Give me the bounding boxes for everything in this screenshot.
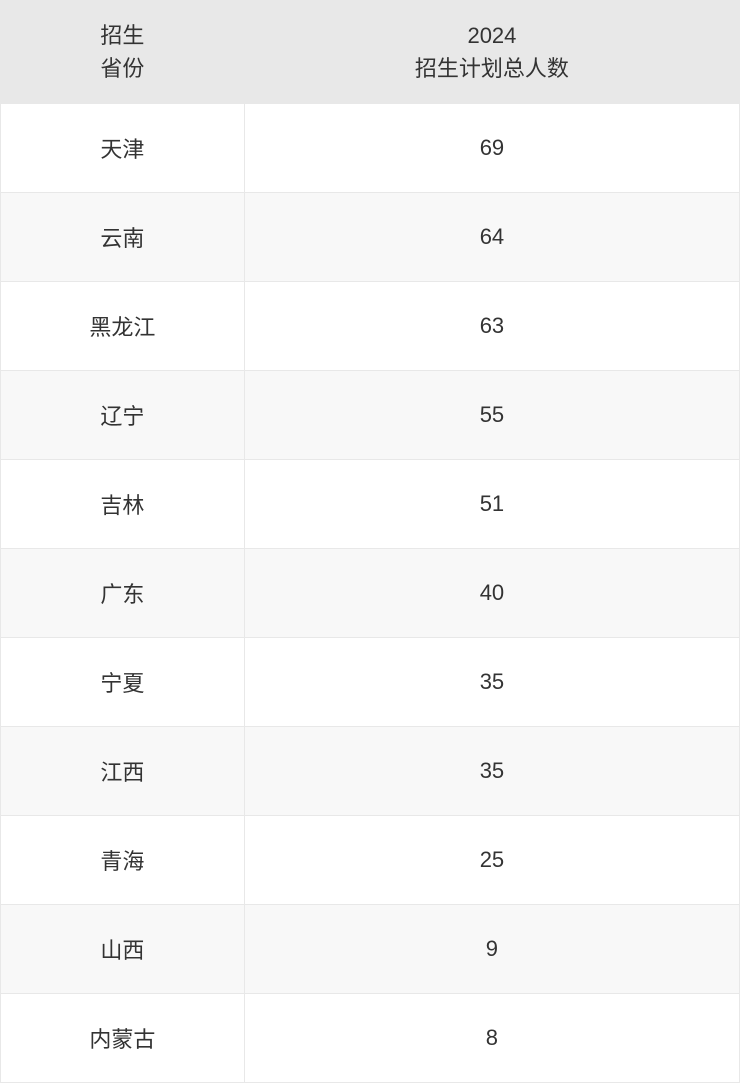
cell-count: 64 xyxy=(244,193,739,282)
cell-province: 江西 xyxy=(1,727,245,816)
table-row: 内蒙古 8 xyxy=(1,994,740,1083)
header-text: 招生 xyxy=(11,19,234,52)
table-row: 天津 69 xyxy=(1,104,740,193)
header-text: 招生计划总人数 xyxy=(255,52,729,85)
cell-count: 9 xyxy=(244,905,739,994)
cell-province: 青海 xyxy=(1,816,245,905)
cell-province: 山西 xyxy=(1,905,245,994)
cell-province: 天津 xyxy=(1,104,245,193)
table-body: 天津 69 云南 64 黑龙江 63 辽宁 55 吉林 51 广东 40 宁夏 … xyxy=(1,104,740,1083)
table-row: 山西 9 xyxy=(1,905,740,994)
cell-count: 55 xyxy=(244,371,739,460)
cell-count: 69 xyxy=(244,104,739,193)
table-header-row: 招生 省份 2024 招生计划总人数 xyxy=(1,1,740,104)
table-row: 青海 25 xyxy=(1,816,740,905)
cell-count: 25 xyxy=(244,816,739,905)
header-text: 省份 xyxy=(11,52,234,85)
cell-province: 内蒙古 xyxy=(1,994,245,1083)
cell-province: 黑龙江 xyxy=(1,282,245,371)
column-header-province: 招生 省份 xyxy=(1,1,245,104)
cell-count: 63 xyxy=(244,282,739,371)
table-row: 广东 40 xyxy=(1,549,740,638)
header-text: 2024 xyxy=(255,19,729,52)
table-row: 辽宁 55 xyxy=(1,371,740,460)
table-row: 宁夏 35 xyxy=(1,638,740,727)
cell-province: 吉林 xyxy=(1,460,245,549)
column-header-count: 2024 招生计划总人数 xyxy=(244,1,739,104)
table-row: 江西 35 xyxy=(1,727,740,816)
cell-count: 40 xyxy=(244,549,739,638)
cell-count: 35 xyxy=(244,638,739,727)
cell-count: 35 xyxy=(244,727,739,816)
cell-province: 广东 xyxy=(1,549,245,638)
table-row: 吉林 51 xyxy=(1,460,740,549)
cell-count: 51 xyxy=(244,460,739,549)
admissions-table: 招生 省份 2024 招生计划总人数 天津 69 云南 64 黑龙江 63 辽宁… xyxy=(0,0,740,1083)
table-row: 黑龙江 63 xyxy=(1,282,740,371)
table-row: 云南 64 xyxy=(1,193,740,282)
cell-count: 8 xyxy=(244,994,739,1083)
cell-province: 云南 xyxy=(1,193,245,282)
cell-province: 辽宁 xyxy=(1,371,245,460)
cell-province: 宁夏 xyxy=(1,638,245,727)
